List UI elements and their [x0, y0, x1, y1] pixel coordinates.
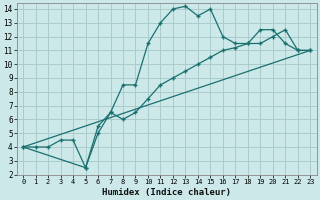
X-axis label: Humidex (Indice chaleur): Humidex (Indice chaleur) — [102, 188, 231, 197]
